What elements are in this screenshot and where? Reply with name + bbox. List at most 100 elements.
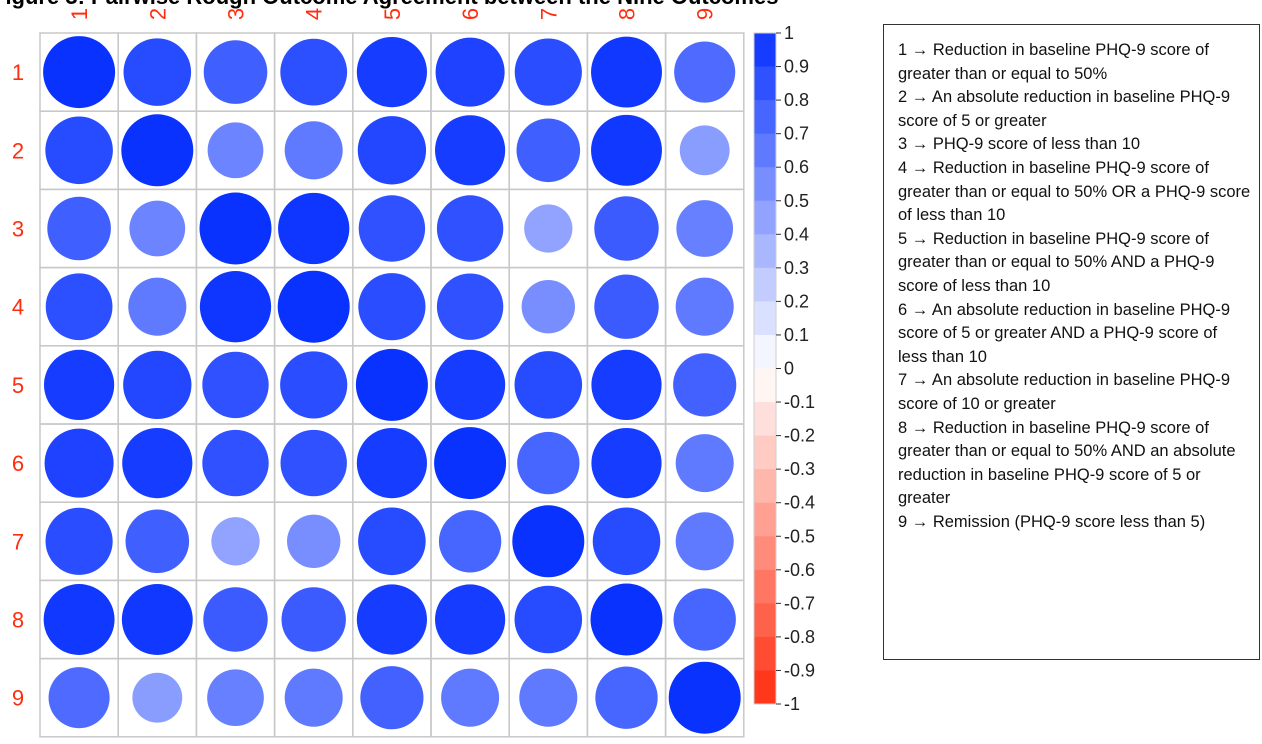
correlation-circle: [207, 669, 264, 727]
correlation-circle: [199, 271, 272, 343]
correlation-circle: [123, 38, 192, 106]
color-scale-bar: 1 0.9 0.8 0.7 0.6 0.5 0.4 0.3 0.2 0.1 0 -0.1 -0.2 -0.…: [753, 23, 815, 714]
correlation-circle: [436, 195, 504, 262]
color-scale-segment: [754, 502, 776, 537]
color-scale-segment: [754, 636, 776, 671]
correlation-circle: [360, 666, 424, 730]
correlation-circle: [211, 517, 260, 566]
correlation-circle: [281, 587, 346, 652]
column-label: 9: [693, 8, 718, 20]
correlation-circle: [668, 661, 741, 734]
correlation-circle: [591, 428, 662, 499]
correlation-circle: [44, 428, 114, 498]
color-scale-segment: [754, 234, 776, 269]
correlation-circle: [355, 348, 428, 421]
column-label: 7: [536, 8, 561, 20]
color-scale-segment: [754, 66, 776, 101]
correlation-circle: [284, 121, 343, 180]
row-label: 2: [12, 138, 24, 163]
correlation-circle: [44, 349, 115, 420]
color-scale-segment: [754, 402, 776, 437]
axis-labels: 1 2 3 4 5 6 7 8 9 1 2 3 4 5 6 7 8 9: [12, 8, 718, 711]
correlation-circle: [121, 114, 194, 187]
legend-entry: 2 → An absolute reduction in baseline PH…: [898, 88, 1231, 130]
color-scale-segment: [754, 536, 776, 571]
correlation-circle: [358, 507, 426, 576]
color-scale-tick-label: -0.8: [784, 627, 815, 647]
color-scale-tick-label: -0.2: [784, 426, 815, 446]
correlation-circle: [438, 510, 502, 573]
figure-title: Figure 3: Pairwise Rough Outcome Agreeme…: [0, 0, 778, 9]
correlation-circle: [675, 277, 734, 336]
row-label: 4: [12, 295, 24, 320]
correlation-circle: [43, 36, 116, 109]
correlation-circle: [203, 40, 268, 104]
color-scale-tick-label: 0.8: [784, 90, 809, 110]
correlation-circle: [435, 37, 505, 107]
color-scale-tick-label: 0.7: [784, 124, 809, 144]
correlation-circle: [358, 195, 426, 262]
color-scale-tick-label: 0.1: [784, 325, 809, 345]
correlation-circle: [594, 196, 659, 261]
correlation-circle: [357, 116, 427, 185]
correlation-circle: [673, 588, 736, 651]
outcome-legend: 1 → Reduction in baseline PHQ-9 score of…: [883, 24, 1260, 660]
correlation-circle: [356, 37, 427, 108]
correlation-circle: [594, 274, 659, 339]
correlation-circle: [512, 505, 585, 578]
correlation-circle: [280, 351, 348, 419]
correlation-circle: [203, 587, 268, 652]
color-scale-segment: [754, 469, 776, 504]
grid-cell: [664, 657, 745, 738]
color-scale-tick-label: -0.6: [784, 560, 815, 580]
correlation-circle: [128, 277, 187, 336]
correlation-circle: [280, 38, 348, 106]
correlation-circle: [435, 115, 506, 186]
correlation-circle: [434, 427, 507, 500]
correlation-circle: [43, 584, 115, 655]
correlation-circle: [48, 667, 110, 729]
legend-entry: 9 → Remission (PHQ-9 score less than 5): [898, 512, 1206, 531]
color-scale-segment: [754, 133, 776, 168]
correlation-circle: [675, 512, 734, 571]
correlation-circle: [519, 668, 578, 727]
matrix-grid: [39, 32, 745, 738]
column-label: 4: [302, 8, 327, 20]
color-scale-segment: [754, 267, 776, 302]
correlation-circle: [47, 196, 111, 261]
color-scale-tick-label: 0: [784, 359, 794, 379]
color-scale-segment: [754, 200, 776, 235]
column-label: 5: [380, 8, 405, 20]
correlation-circle: [435, 584, 506, 655]
correlation-circle: [674, 41, 736, 103]
color-scale-segment: [754, 33, 776, 68]
color-scale-tick-label: -0.5: [784, 526, 815, 546]
color-scale-segment: [754, 435, 776, 470]
color-scale-segment: [754, 670, 776, 705]
correlation-circle: [277, 270, 350, 343]
correlation-circle: [679, 125, 730, 176]
matrix-circles: [43, 36, 741, 734]
correlation-circle: [122, 428, 193, 499]
correlation-circle: [514, 585, 583, 654]
color-scale-tick-label: 0.5: [784, 191, 809, 211]
row-label: 1: [12, 60, 24, 85]
color-scale-tick-label: 1: [784, 23, 794, 43]
correlation-circle: [356, 428, 427, 499]
legend-entry: 6 → An absolute reduction in baseline PH…: [898, 300, 1231, 366]
correlation-circle: [121, 584, 193, 655]
row-label: 5: [12, 373, 24, 398]
color-scale-tick-label: -0.1: [784, 392, 815, 412]
column-label: 6: [458, 8, 483, 20]
row-label: 9: [12, 686, 24, 711]
legend-entry: 3 → PHQ-9 score of less than 10: [898, 135, 1141, 154]
color-scale-segment: [754, 569, 776, 604]
color-scale-segment: [754, 368, 776, 403]
correlation-circle: [132, 672, 183, 723]
correlation-circle: [521, 280, 575, 334]
correlation-circle: [591, 349, 662, 420]
row-label: 6: [12, 451, 24, 476]
column-label: 2: [145, 8, 170, 20]
correlation-circle: [675, 434, 734, 493]
correlation-circle: [435, 349, 506, 420]
